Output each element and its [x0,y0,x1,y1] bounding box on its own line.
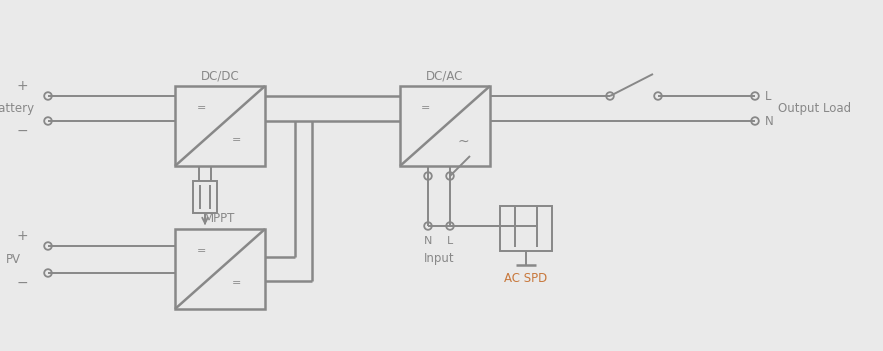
Bar [193,181,217,213]
Text: Output Load: Output Load [779,102,851,115]
Bar [400,86,490,166]
Text: L: L [447,236,453,246]
Text: =: = [197,246,207,256]
Text: =: = [197,104,207,113]
Text: DC/AC: DC/AC [426,69,464,82]
Text: −: − [16,124,27,138]
Text: Battery: Battery [0,102,35,115]
Text: PV: PV [5,253,20,266]
Text: ~: ~ [457,135,469,149]
Text: +: + [16,229,27,243]
Text: MPPT: MPPT [204,212,236,225]
Bar [500,206,552,251]
Text: L: L [765,90,772,102]
Text: N: N [765,114,774,127]
Text: Input: Input [424,252,455,265]
Text: =: = [231,278,241,289]
Text: DC/DC: DC/DC [200,69,239,82]
Text: −: − [16,276,27,290]
Text: +: + [16,79,27,93]
Text: AC SPD: AC SPD [504,272,547,285]
Bar [175,229,265,309]
Bar [175,86,265,166]
Text: N: N [424,236,432,246]
Text: =: = [420,104,430,113]
Text: =: = [231,135,241,145]
